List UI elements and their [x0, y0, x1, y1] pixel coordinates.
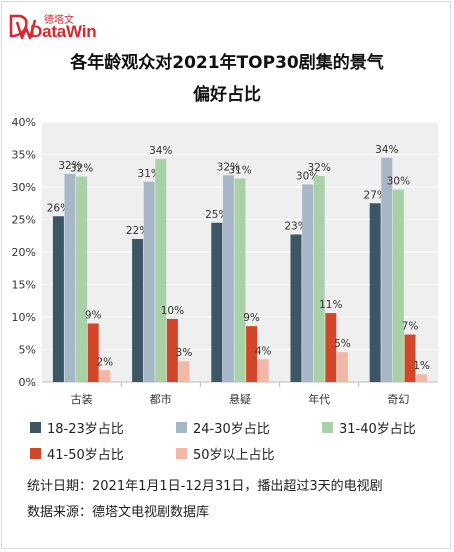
data-label: 34%	[149, 145, 172, 157]
statistics-date-note: 统计日期：2021年1月1日-12月31日，播出超过3天的电视剧	[27, 479, 383, 494]
chart-title-line-2: 偏好占比	[193, 85, 261, 105]
y-tick-label: 25%	[12, 214, 36, 227]
bar	[290, 234, 302, 382]
data-label: 31%	[138, 168, 161, 180]
legend-item: 18-23岁占比	[30, 418, 124, 437]
chart-notes: 统计日期：2021年1月1日-12月31日，播出超过3天的电视剧 数据来源：德塔…	[27, 474, 383, 526]
data-label: 34%	[375, 144, 398, 156]
y-tick-label: 40%	[12, 116, 36, 129]
data-source-note: 数据来源：德塔文电视剧数据库	[27, 505, 210, 520]
bar	[52, 216, 64, 382]
data-label: 30%	[387, 176, 410, 188]
bar	[222, 175, 234, 382]
legend-swatch	[176, 448, 187, 459]
data-label: 27%	[364, 189, 387, 201]
data-label: 7%	[402, 321, 419, 333]
bar	[76, 176, 88, 382]
bar	[99, 370, 111, 382]
bar	[416, 374, 428, 382]
data-label: 26%	[47, 202, 70, 214]
y-tick-label: 20%	[12, 246, 36, 259]
data-label: 32%	[217, 161, 240, 173]
bar	[325, 313, 337, 382]
bar	[381, 157, 393, 382]
y-tick-label: 5%	[19, 344, 36, 357]
data-label: 25%	[205, 209, 228, 221]
logo-english-name: DataWin	[30, 22, 97, 41]
bar	[166, 318, 178, 382]
data-label: 30%	[296, 170, 319, 182]
bar	[234, 178, 246, 382]
data-label: 11%	[319, 299, 342, 311]
legend-swatch	[176, 422, 187, 433]
y-tick-label: 30%	[12, 181, 36, 194]
chart-title-line-1: 各年龄观众对2021年TOP30剧集的景气	[70, 53, 384, 73]
datawin-logo	[8, 10, 118, 50]
bar	[143, 181, 155, 382]
y-tick-label: 35%	[12, 149, 36, 162]
y-tick-label: 0%	[19, 376, 36, 389]
legend-swatch	[30, 448, 41, 459]
bar	[155, 159, 167, 382]
data-label: 10%	[161, 305, 184, 317]
data-label: 22%	[126, 225, 149, 237]
legend-label: 50岁以上占比	[193, 448, 275, 463]
bar	[178, 361, 190, 382]
legend-item: 41-50岁占比	[30, 444, 124, 463]
datawin-logo-mark-icon	[9, 14, 36, 40]
legend-item: 50岁以上占比	[176, 444, 275, 463]
x-tick-label: 都市	[150, 392, 172, 406]
x-tick-label: 悬疑	[229, 393, 251, 406]
x-tick-label: 奇幻	[387, 393, 409, 406]
data-label: 3%	[176, 347, 193, 359]
legend-item: 24-30岁占比	[176, 418, 270, 437]
legend-swatch	[322, 422, 333, 433]
data-label: 4%	[255, 345, 272, 357]
data-label: 31%	[228, 165, 251, 177]
bar	[392, 189, 404, 382]
data-label: 32%	[58, 160, 81, 172]
bar	[211, 222, 223, 382]
bar-chart: 0%5%10%15%20%25%30%35%40%26%32%32%9%2%古装…	[12, 116, 438, 406]
data-label: 2%	[96, 356, 113, 368]
data-label: 1%	[413, 360, 430, 372]
legend-label: 41-50岁占比	[47, 448, 124, 463]
data-label: 9%	[85, 310, 102, 322]
logo-chinese-name: 德塔文	[44, 15, 74, 26]
bar	[257, 359, 269, 382]
bar	[64, 174, 76, 382]
bar	[302, 184, 314, 382]
data-label: 5%	[334, 338, 351, 350]
bar	[246, 326, 258, 382]
bar	[132, 239, 144, 382]
legend-label: 31-40岁占比	[339, 422, 416, 437]
y-tick-label: 10%	[12, 311, 36, 324]
legend-swatch	[30, 422, 41, 433]
x-tick-label: 年代	[308, 392, 330, 406]
x-tick-label: 古装	[71, 393, 93, 406]
data-label: 32%	[70, 163, 93, 175]
bar	[404, 334, 416, 382]
data-label: 23%	[284, 220, 307, 232]
bar	[336, 352, 348, 382]
bar	[369, 203, 381, 382]
legend-item: 31-40岁占比	[322, 418, 416, 437]
bar	[87, 323, 99, 382]
data-label: 32%	[308, 162, 331, 174]
legend-label: 24-30岁占比	[193, 422, 270, 437]
data-label: 9%	[243, 312, 260, 324]
y-tick-label: 15%	[12, 279, 36, 292]
legend-label: 18-23岁占比	[47, 422, 124, 437]
bar	[313, 175, 325, 382]
